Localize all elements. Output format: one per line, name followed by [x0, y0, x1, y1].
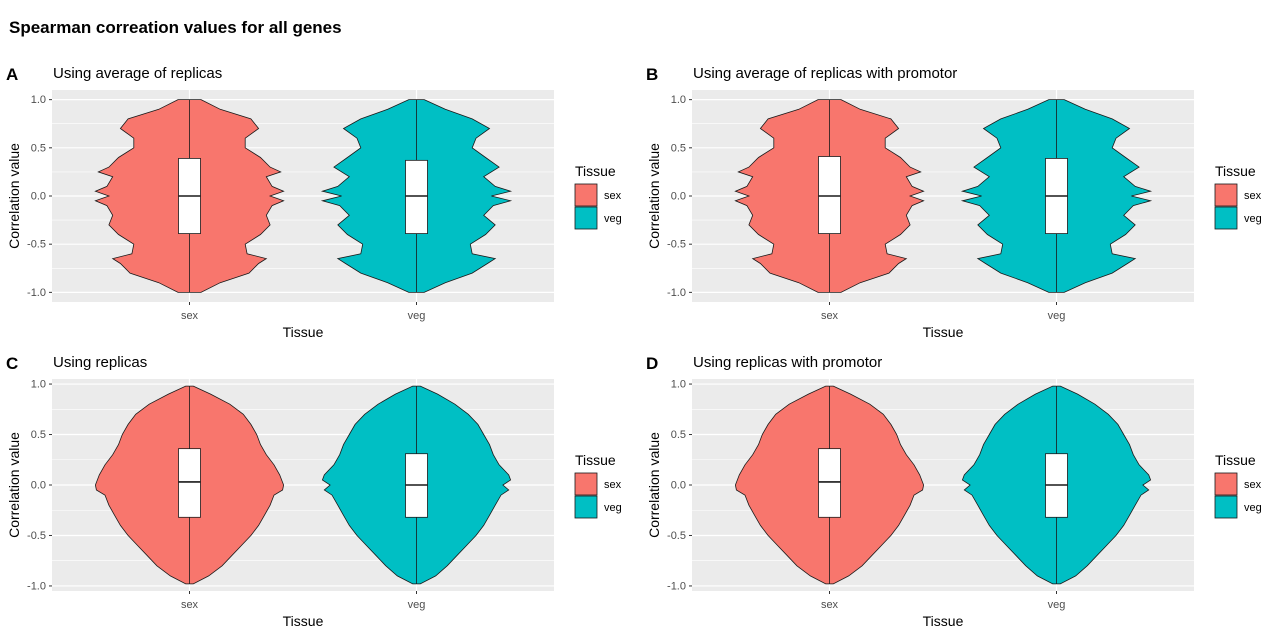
y-tick-label: 1.0: [671, 379, 686, 391]
y-tick-label: 0.0: [31, 191, 46, 203]
x-axis-title: Tissue: [283, 613, 324, 629]
box-sex: [178, 448, 201, 518]
y-tick-label: 0.5: [31, 142, 46, 154]
legend-key-veg: [1214, 206, 1238, 230]
legend-key-sex: [574, 183, 598, 207]
panel-subtitle: Using replicas with promotor: [693, 354, 883, 371]
legend-title: Tissue: [1215, 452, 1256, 468]
panel-b: B Using average of replicas with promoto…: [640, 60, 1280, 350]
panel-subtitle: Using replicas: [53, 354, 148, 371]
y-tick-label: 0.5: [671, 429, 686, 441]
y-axis-title: Correlation value: [646, 143, 662, 249]
violin-chart: 1.0 0.5 0.0 -0.5 -1.0 sex veg Tissue Correlation…: [6, 379, 622, 629]
violin-chart: 1.0 0.5 0.0 -0.5 -1.0 sex veg Tissue Correlation…: [646, 90, 1262, 340]
panel-d: D Using replicas with promotor 1.0 0.5 0.0…: [640, 349, 1280, 639]
y-tick-label: 0.0: [31, 480, 46, 492]
x-tick-label: veg: [1048, 599, 1066, 611]
figure-title: Spearman correation values for all genes: [9, 18, 342, 37]
legend-key-veg: [574, 495, 598, 519]
panel-c: C Using replicas 1.0 0.5 0.0 -0.5 -1.0 sex veg…: [0, 349, 640, 639]
y-tick-label: 1.0: [31, 379, 46, 391]
x-tick-label: veg: [408, 599, 426, 611]
y-tick-label: 0.0: [671, 480, 686, 492]
y-tick-label: -0.5: [667, 239, 686, 251]
legend-label-sex: sex: [1244, 190, 1262, 202]
legend-title: Tissue: [575, 163, 616, 179]
legend-key-veg: [574, 206, 598, 230]
y-tick-label: 1.0: [31, 94, 46, 106]
panel-tag: C: [6, 354, 19, 373]
y-axis-title: Correlation value: [6, 432, 22, 538]
legend-label-veg: veg: [1244, 502, 1262, 514]
y-tick-label: -0.5: [27, 530, 46, 542]
legend-label-sex: sex: [604, 479, 622, 491]
legend-title: Tissue: [1215, 163, 1256, 179]
panel-a: A Using average of replicas 1.0 0.5 0.0 -0.…: [0, 60, 640, 350]
x-tick-label: sex: [181, 310, 199, 322]
y-tick-label: 0.5: [31, 429, 46, 441]
x-tick-label: sex: [821, 310, 839, 322]
legend-label-veg: veg: [1244, 213, 1262, 225]
y-tick-label: -0.5: [27, 239, 46, 251]
legend-label-veg: veg: [604, 502, 622, 514]
panel-subtitle: Using average of replicas with promotor: [693, 65, 958, 82]
y-tick-label: 1.0: [671, 94, 686, 106]
y-tick-label: 0.0: [671, 191, 686, 203]
box-sex: [818, 156, 841, 234]
y-axis-title: Correlation value: [646, 432, 662, 538]
y-tick-label: 0.5: [671, 142, 686, 154]
x-tick-label: sex: [181, 599, 199, 611]
panel-tag: B: [646, 65, 659, 84]
x-axis-title: Tissue: [283, 324, 324, 340]
violin-chart: 1.0 0.5 0.0 -0.5 -1.0 sex veg Tissue Correlation…: [646, 379, 1262, 629]
legend-key-sex: [1214, 183, 1238, 207]
legend-title: Tissue: [575, 452, 616, 468]
y-tick-label: -0.5: [667, 530, 686, 542]
y-tick-label: -1.0: [667, 580, 686, 592]
x-tick-label: veg: [408, 310, 426, 322]
y-tick-label: -1.0: [667, 287, 686, 299]
y-tick-label: -1.0: [27, 580, 46, 592]
y-tick-label: -1.0: [27, 287, 46, 299]
legend-label-sex: sex: [604, 190, 622, 202]
violin-chart: 1.0 0.5 0.0 -0.5 -1.0 sex veg Tissue Correlation…: [6, 90, 622, 340]
legend-key-sex: [1214, 472, 1238, 496]
legend-key-veg: [1214, 495, 1238, 519]
box-veg: [405, 159, 428, 234]
x-tick-label: sex: [821, 599, 839, 611]
panel-tag: A: [6, 65, 19, 84]
legend-label-veg: veg: [604, 213, 622, 225]
x-tick-label: veg: [1048, 310, 1066, 322]
legend-label-sex: sex: [1244, 479, 1262, 491]
panel-tag: D: [646, 354, 659, 373]
x-axis-title: Tissue: [923, 324, 964, 340]
y-axis-title: Correlation value: [6, 143, 22, 249]
panel-subtitle: Using average of replicas: [53, 65, 223, 82]
x-axis-title: Tissue: [923, 613, 964, 629]
legend-key-sex: [574, 472, 598, 496]
box-sex: [818, 448, 841, 518]
